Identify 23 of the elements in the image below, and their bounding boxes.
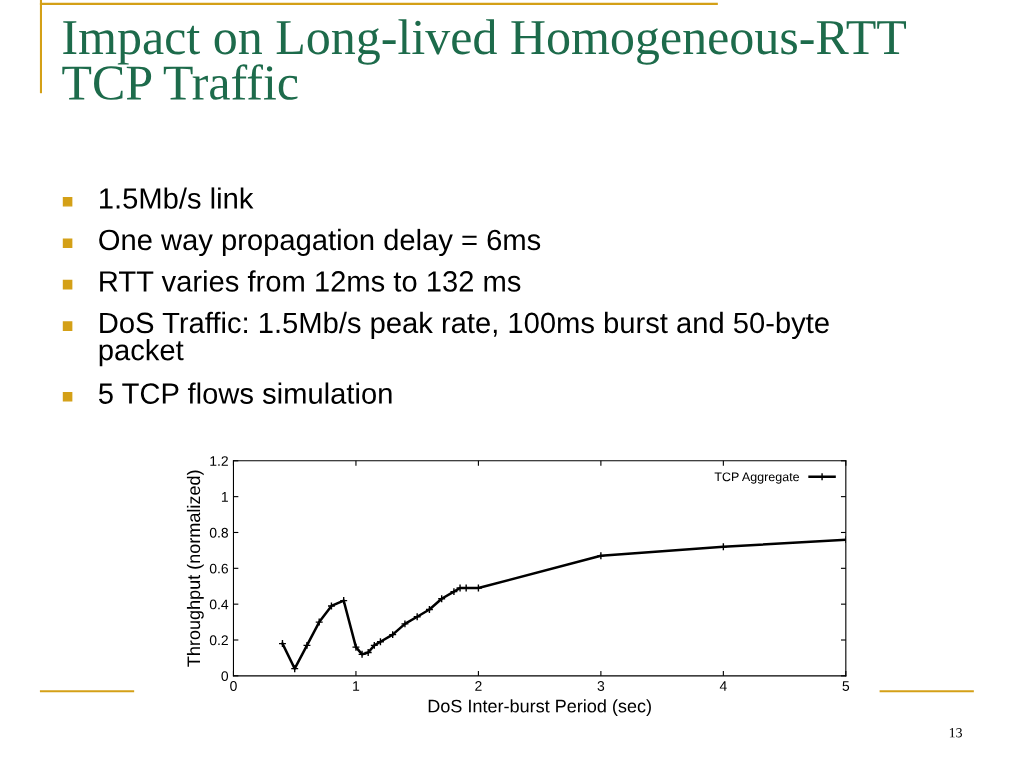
y-tick-label: 0.4 xyxy=(209,599,229,610)
y-tick-label: 0.6 xyxy=(209,563,228,574)
x-tick-label: 1 xyxy=(353,681,360,691)
y-axis-title: Throughput (normalized) xyxy=(186,470,204,667)
y-tick-label: 0 xyxy=(221,671,229,682)
y-tick-label: 0.8 xyxy=(209,527,229,538)
text: 5 TCP flows simulation xyxy=(98,382,392,404)
x-tick-label: 5 xyxy=(842,681,850,691)
text: 13 xyxy=(949,728,963,738)
chart-title: Impact on Long-lived Homogeneous-RTT TCP Traffic xyxy=(62,19,907,100)
x-axis-title: DoS Inter-burst Period (sec) xyxy=(428,699,651,717)
y-tick-label: 1.2 xyxy=(210,456,228,466)
text: DoS Traffic: 1.5Mb/s peak rate, 100ms burst and 50-byte packet xyxy=(99,311,829,367)
text: RTT varies from 12ms to 132 ms xyxy=(100,270,521,292)
y-tick-label: 1 xyxy=(221,492,228,502)
x-tick-label: 4 xyxy=(719,681,727,691)
text: 1.5Mb/s link xyxy=(100,187,254,209)
y-tick-label: 0.2 xyxy=(209,635,228,646)
legend-label: TCP Aggregate xyxy=(714,472,800,484)
x-tick-label: 0 xyxy=(230,681,237,691)
x-tick-label: 3 xyxy=(597,681,605,691)
x-tick-label: 2 xyxy=(475,681,482,691)
text: One way propagation delay = 6ms xyxy=(99,228,541,257)
